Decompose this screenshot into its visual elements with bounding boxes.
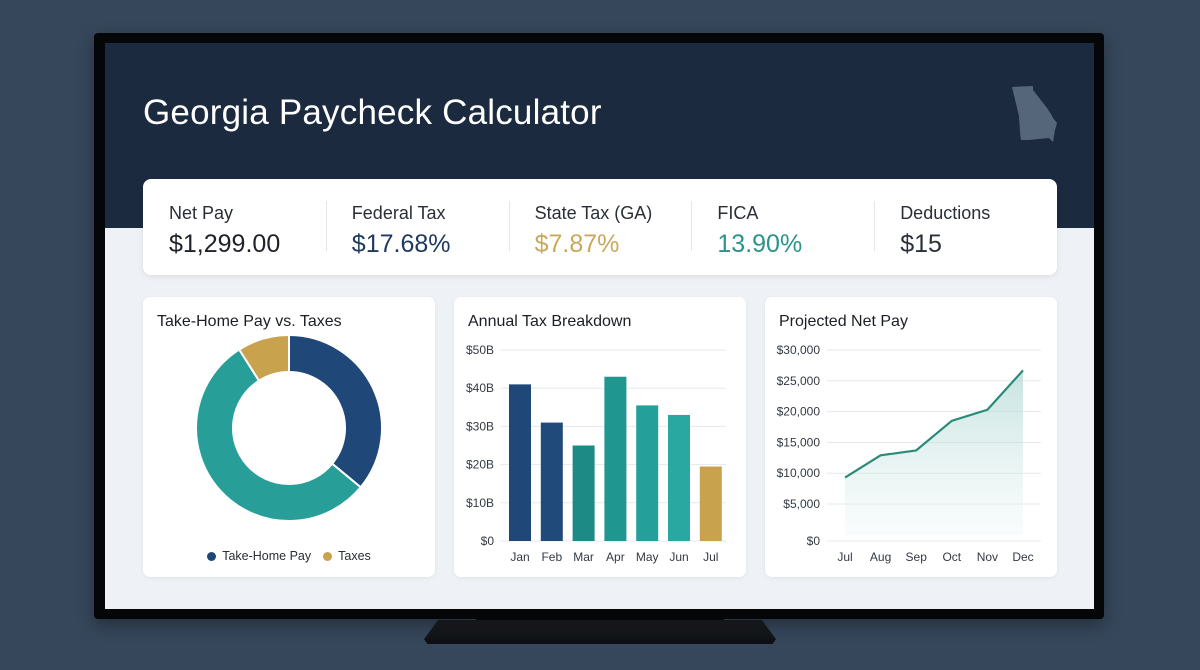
legend-dot-navy-icon <box>207 551 217 561</box>
y-tick-label: $30B <box>466 419 494 433</box>
x-tick-label: Sep <box>906 550 928 564</box>
area-line-chart: $0 $5,000 $10,000 $15,000 $20,000 $25,000 $30,… <box>777 343 1041 564</box>
monitor-stand-base <box>424 620 776 644</box>
page-title: Georgia Paycheck Calculator <box>143 93 602 132</box>
x-tick-label: Jun <box>669 550 688 564</box>
legend-label: Take-Home Pay <box>222 549 312 563</box>
x-tick-label: Apr <box>606 550 625 564</box>
x-tick-label: Jul <box>703 550 718 564</box>
chart-title: Projected Net Pay <box>779 313 908 330</box>
y-tick-label: $30,000 <box>777 343 821 357</box>
donut-chart <box>195 333 383 522</box>
legend-item-take-home: Take-Home Pay <box>207 549 311 563</box>
y-tick-label: $0 <box>481 534 495 548</box>
stat-label: Federal Tax <box>351 203 446 223</box>
y-tick-label: $25,000 <box>777 374 821 388</box>
stat-label: Deductions <box>900 203 991 223</box>
y-tick-label: $50B <box>466 343 494 357</box>
chart-title: Annual Tax Breakdown <box>468 313 632 330</box>
net-pay-line <box>844 369 1024 479</box>
bar-jan <box>509 384 531 541</box>
chart-title: Take-Home Pay vs. Taxes <box>157 313 342 330</box>
donut-segment <box>195 348 363 522</box>
x-tick-label: Dec <box>1012 550 1033 564</box>
monitor-screen: Georgia Paycheck Calculator Net Pay $1,29… <box>105 43 1094 609</box>
georgia-state-icon <box>1012 86 1057 142</box>
bar-jun <box>668 414 690 541</box>
x-tick-label: Aug <box>870 550 891 564</box>
stat-net-pay: Net Pay $1,299.00 <box>143 179 326 275</box>
stat-label: State Tax (GA) <box>534 203 653 223</box>
stat-fica: FICA 13.90% <box>691 179 874 275</box>
legend-label: Taxes <box>338 549 371 563</box>
x-tick-label: Jul <box>837 550 852 564</box>
bar-may <box>636 405 659 541</box>
bar-mar <box>572 445 595 541</box>
x-tick-label: Mar <box>573 550 594 564</box>
y-tick-label: $10B <box>466 496 494 510</box>
stat-label: Net Pay <box>169 203 234 223</box>
y-tick-label: $20,000 <box>777 405 821 419</box>
donut-legend: Take-Home Pay Taxes <box>143 549 435 563</box>
stat-value: $17.68% <box>351 230 451 258</box>
bar-apr <box>604 376 627 541</box>
stat-state-tax-ga: State Tax (GA) $7.87% <box>508 179 692 275</box>
stat-value: 13.90% <box>717 230 803 258</box>
x-tick-label: May <box>636 550 659 564</box>
summary-stats-card: Net Pay $1,299.00 Federal Tax $17.68% State … <box>143 179 1057 275</box>
x-tick-label: Jan <box>510 550 529 564</box>
legend-dot-gold-icon <box>323 551 333 561</box>
bar-jul <box>699 466 722 541</box>
y-tick-label: $40B <box>466 381 494 395</box>
stat-value: $1,299.00 <box>169 230 281 258</box>
donut-segment <box>288 333 383 489</box>
x-tick-label: Oct <box>942 550 961 564</box>
x-tick-label: Nov <box>977 550 998 564</box>
take-home-vs-taxes-card: Take-Home Pay vs. Taxes Take-Home Pay Ta… <box>143 297 435 577</box>
bar-feb <box>540 422 563 541</box>
stat-deductions: Deductions $15 <box>874 179 1057 275</box>
stat-federal-tax: Federal Tax $17.68% <box>325 179 509 275</box>
stat-value: $7.87% <box>534 230 620 258</box>
annual-tax-breakdown-card: Annual Tax Breakdown $0 $10B $20B $30B $40B $… <box>454 297 746 577</box>
bar-chart: $0 $10B $20B $30B $40B $50B Jan Feb Mar Apr May Jun… <box>466 343 726 564</box>
projected-net-pay-card: Projected Net Pay $0 $5,000 $10,000 $15,000… <box>765 297 1057 577</box>
y-tick-label: $5,000 <box>783 497 820 511</box>
y-tick-label: $10,000 <box>777 466 821 480</box>
stat-value: $15 <box>900 230 942 258</box>
x-tick-label: Feb <box>541 550 562 564</box>
legend-item-taxes: Taxes <box>323 549 371 563</box>
y-tick-label: $20B <box>466 458 494 472</box>
area-fill <box>845 370 1023 535</box>
stat-label: FICA <box>717 203 759 223</box>
y-tick-label: $0 <box>807 534 821 548</box>
donut-segment <box>237 333 290 383</box>
y-tick-label: $15,000 <box>777 435 821 449</box>
